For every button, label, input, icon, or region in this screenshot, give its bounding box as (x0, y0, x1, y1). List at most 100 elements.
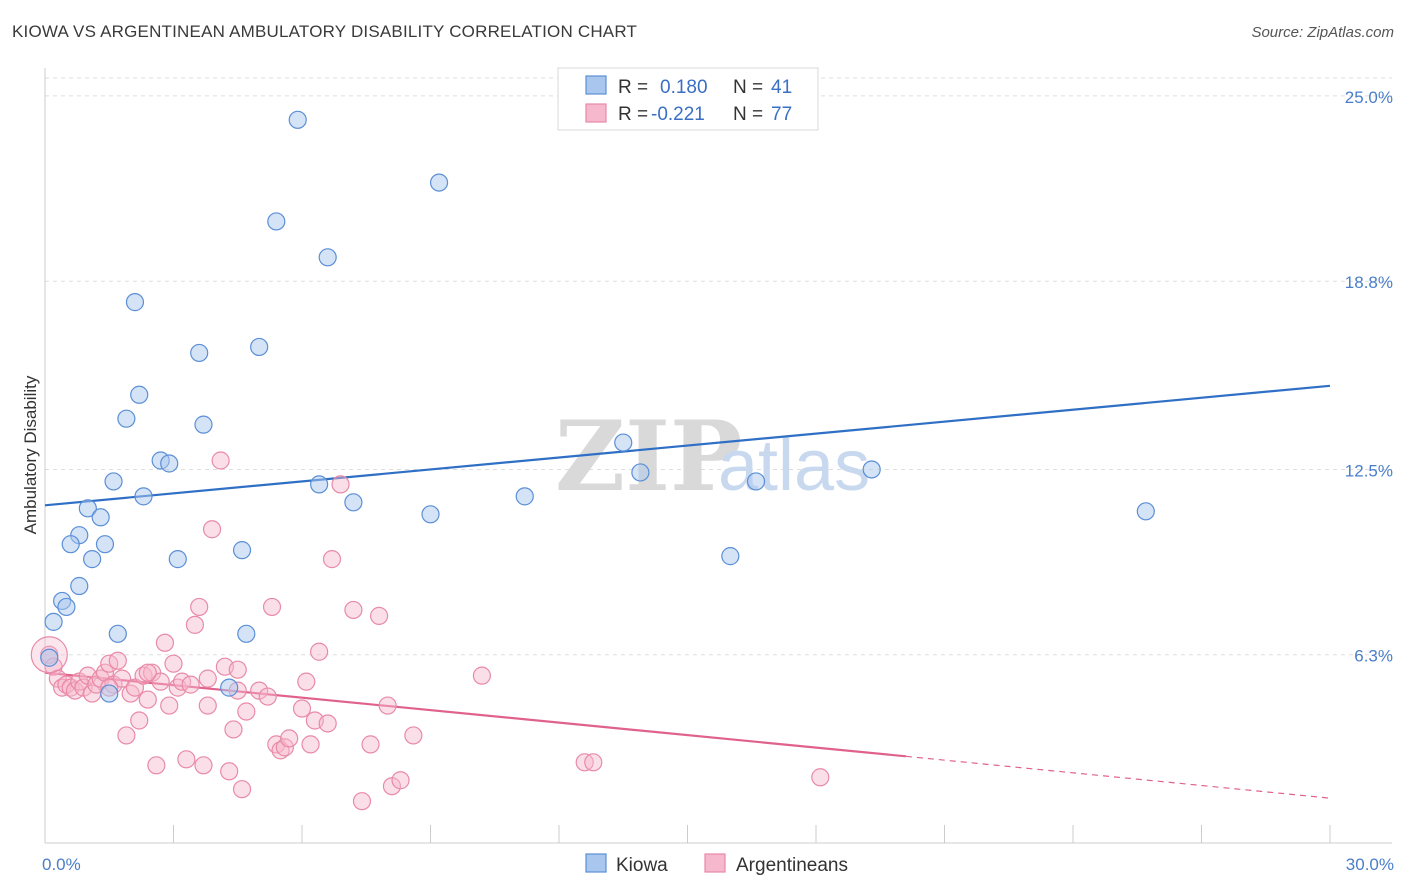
argentinean-point (301, 735, 320, 754)
y-tick-label: 12.5% (1345, 461, 1393, 480)
kiowa-point (721, 547, 740, 566)
argentinean-point (258, 687, 277, 706)
argentinean-point (280, 729, 299, 748)
argentinean-point (147, 756, 166, 775)
argentinean-point (391, 771, 410, 790)
kiowa-point (108, 624, 127, 643)
argentinean-point (275, 738, 294, 757)
legend-arg-swatch (585, 103, 607, 123)
argentinean-point (310, 642, 329, 661)
argentinean-point (292, 699, 312, 718)
kiowa-point (168, 550, 187, 569)
kiowa-point (288, 110, 307, 129)
axes (44, 68, 1392, 844)
kiowa-point (134, 487, 153, 506)
kiowa-point (631, 463, 650, 482)
legend-kiowa-n-label: N = (733, 77, 763, 98)
kiowa-point (614, 433, 633, 452)
kiowa-point (421, 505, 440, 524)
kiowa-point (100, 684, 119, 703)
argentinean-point (318, 714, 337, 733)
gridlines (45, 77, 1392, 656)
legend-kiowa-n-value: 41 (771, 77, 792, 98)
argentinean-point (472, 666, 491, 685)
kiowa-point (95, 535, 115, 554)
argentinean-point (202, 520, 222, 539)
legend-kiowa-swatch (585, 75, 607, 95)
legend-arg-n-label: N = (733, 104, 763, 125)
legend-kiowa-r-value: 0.180 (660, 77, 708, 98)
argentinean-point (190, 597, 209, 617)
kiowa-point (83, 550, 102, 569)
kiowa-point (160, 454, 179, 473)
kiowa-point (40, 648, 59, 667)
argentinean-point (228, 660, 247, 679)
kiowa-point (61, 535, 80, 554)
kiowa-point (125, 293, 145, 312)
kiowa-points (40, 110, 1155, 703)
chart-source: Source: ZipAtlas.com (1251, 24, 1394, 41)
watermark-zip: ZIP (555, 400, 742, 513)
argentinean-point (378, 696, 397, 715)
correlation-legend: R = 0.180 N = 41 R = -0.221 N = 77 (557, 67, 819, 131)
argentinean-point (130, 711, 149, 730)
argentinean-point (237, 702, 256, 721)
argentinean-point (224, 720, 243, 739)
kiowa-point (344, 493, 363, 512)
argentinean-point (584, 753, 603, 772)
argentinean-point (155, 633, 175, 652)
bottom-legend-arg-swatch (704, 853, 726, 873)
argentinean-point (404, 726, 423, 745)
series-legend: Kiowa Argentineans (585, 853, 848, 876)
watermark: ZIP atlas (555, 400, 870, 513)
kiowa-trend (44, 384, 1331, 507)
legend-arg-r-label: R = (618, 104, 648, 125)
kiowa-point (78, 499, 97, 518)
kiowa-point (862, 460, 881, 479)
argentinean-point (370, 606, 389, 625)
argentinean-point (181, 675, 200, 694)
argentinean-point (198, 696, 217, 715)
kiowa-point (1136, 502, 1155, 521)
watermark-atlas: atlas (718, 426, 870, 506)
kiowa-point (190, 343, 209, 363)
kiowa-point (318, 248, 337, 267)
kiowa-trend-line (44, 384, 1331, 507)
kiowa-point (130, 385, 149, 404)
x-tick-label-min: 0.0% (42, 855, 81, 874)
kiowa-point (237, 624, 256, 643)
kiowa-point (91, 508, 110, 527)
legend-kiowa-r-label: R = (618, 77, 648, 98)
kiowa-point (117, 409, 136, 428)
y-tick-label: 6.3% (1354, 647, 1393, 666)
argentinean-point (211, 451, 230, 470)
argentinean-point (177, 750, 196, 769)
x-tick-labels: 0.0% 30.0% (42, 855, 1394, 874)
kiowa-point (220, 678, 239, 697)
y-tick-label: 18.8% (1345, 273, 1393, 292)
argentinean-point (160, 696, 179, 715)
argentinean-point (164, 654, 183, 673)
y-tick-label: 25.0% (1345, 88, 1393, 107)
bottom-legend-kiowa-swatch (585, 853, 607, 873)
x-tick-label-max: 30.0% (1346, 855, 1394, 874)
argentinean-point (811, 768, 830, 787)
bottom-legend-kiowa-label: Kiowa (616, 855, 668, 876)
argentinean-point (138, 663, 157, 682)
argentinean-point (232, 780, 252, 799)
arg-trend-line-dashed (905, 755, 1331, 799)
kiowa-point (44, 612, 63, 631)
argentinean-point (151, 672, 170, 691)
y-axis-label: Ambulatory Disability (21, 375, 40, 534)
kiowa-point (267, 212, 286, 231)
kiowa-point (70, 576, 89, 596)
argentinean-point (117, 726, 136, 745)
argentinean-point (361, 735, 380, 754)
argentinean-point (194, 756, 213, 775)
argentinean-point (322, 550, 342, 569)
kiowa-point (250, 337, 269, 357)
kiowa-point (104, 472, 123, 491)
argentinean-point (185, 615, 205, 634)
argentinean-point (344, 600, 363, 620)
